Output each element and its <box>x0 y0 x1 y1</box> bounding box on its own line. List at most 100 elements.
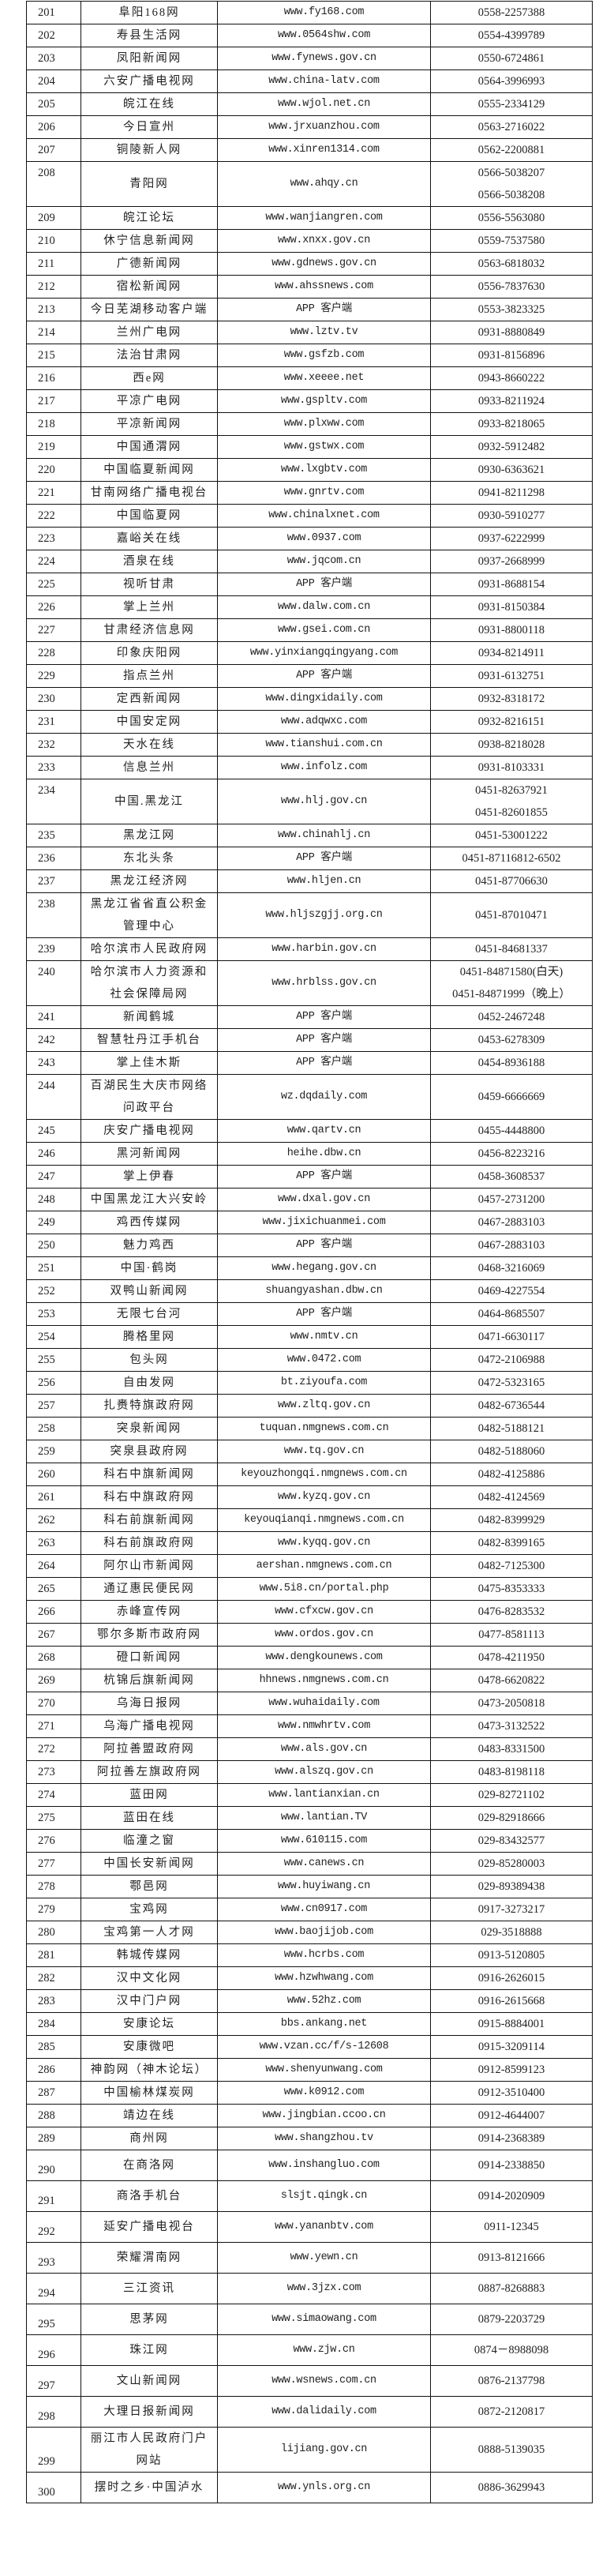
contact-phone: 0933-8218065 <box>430 412 593 436</box>
row-number: 286 <box>26 2058 81 2082</box>
site-url: www.wuhaidaily.com <box>217 1692 431 1715</box>
row-number: 216 <box>26 366 81 390</box>
contact-phone: 0476-8283532 <box>430 1600 593 1624</box>
table-row: 248 中国黑龙江大兴安岭 www.dxal.gov.cn 0457-2731200 <box>26 1188 593 1211</box>
site-url: www.jqcom.cn <box>217 550 431 573</box>
contact-phone: 0931-8103331 <box>430 756 593 779</box>
site-url: tuquan.nmgnews.com.cn <box>217 1417 431 1440</box>
contact-phone: 0473-2050818 <box>430 1692 593 1715</box>
site-name: 甘肃经济信息网 <box>80 618 218 642</box>
site-url: www.wsnews.com.cn <box>217 2365 431 2397</box>
row-number: 298 <box>26 2396 81 2428</box>
row-number: 256 <box>26 1371 81 1395</box>
site-url: www.inshangluo.com <box>217 2150 431 2181</box>
site-name: 阜阳168网 <box>80 1 218 24</box>
table-row: 266 赤峰宣传网 www.cfxcw.gov.cn 0476-8283532 <box>26 1600 593 1624</box>
table-row: 249 鸡西传媒网 www.jixichuanmei.com 0467-2883103 <box>26 1211 593 1234</box>
row-number: 266 <box>26 1600 81 1624</box>
table-row: 232 天水在线 www.tianshui.com.cn 0938-8218028 <box>26 733 593 757</box>
contact-phone: 0451-84681337 <box>430 937 593 961</box>
row-number: 287 <box>26 2081 81 2105</box>
contact-phone: 0467-2883103 <box>430 1211 593 1234</box>
site-url: www.zltq.gov.cn <box>217 1394 431 1418</box>
contact-phone: 0932-8318172 <box>430 687 593 711</box>
site-url: www.tianshui.com.cn <box>217 733 431 757</box>
table-row: 261 科右中旗政府网 www.kyzq.gov.cn 0482-4124569 <box>26 1485 593 1509</box>
contact-phone: 0937-2668999 <box>430 550 593 573</box>
contact-phone: 0914-2368389 <box>430 2127 593 2150</box>
row-number: 274 <box>26 1783 81 1807</box>
table-row: 278 鄠邑网 www.huyiwang.cn 029-89389438 <box>26 1875 593 1898</box>
site-name: 中国安定网 <box>80 710 218 734</box>
table-row: 284 安康论坛 bbs.ankang.net 0915-8884001 <box>26 2012 593 2036</box>
contact-phone: 0916-2626015 <box>430 1966 593 1990</box>
row-number: 243 <box>26 1051 81 1075</box>
site-name: 哈尔滨市人民政府网 <box>80 937 218 961</box>
site-name: 赤峰宣传网 <box>80 1600 218 1624</box>
row-number: 279 <box>26 1898 81 1921</box>
contact-phone: 0938-8218028 <box>430 733 593 757</box>
row-number: 249 <box>26 1211 81 1234</box>
site-url: www.dxal.gov.cn <box>217 1188 431 1211</box>
contact-phone: 0471-6630117 <box>430 1325 593 1349</box>
site-url: www.lztv.tv <box>217 321 431 344</box>
row-number: 224 <box>26 550 81 573</box>
site-url: www.gsei.com.cn <box>217 618 431 642</box>
row-number: 288 <box>26 2104 81 2127</box>
site-url: www.adqwxc.com <box>217 710 431 734</box>
table-row: 235 黑龙江网 www.chinahlj.cn 0451-53001222 <box>26 824 593 847</box>
site-url: www.fynews.gov.cn <box>217 47 431 70</box>
contact-phone: 0930-6363621 <box>430 458 593 482</box>
table-row: 246 黑河新闻网 heihe.dbw.cn 0456-8223216 <box>26 1142 593 1166</box>
site-name: 丽江市人民政府门户网站 <box>80 2427 218 2473</box>
row-number: 251 <box>26 1256 81 1280</box>
table-row: 205 皖江在线 www.wjol.net.cn 0555-2334129 <box>26 92 593 116</box>
row-number: 275 <box>26 1806 81 1830</box>
site-url: www.hegang.gov.cn <box>217 1256 431 1280</box>
row-number: 271 <box>26 1714 81 1738</box>
site-url: www.hrblss.gov.cn <box>217 960 431 1006</box>
table-row: 210 休宁信息新闻网 www.xnxx.gov.cn 0559-7537580 <box>26 229 593 253</box>
site-name: 西e网 <box>80 366 218 390</box>
contact-phone: 0478-4211950 <box>430 1646 593 1669</box>
contact-phone: 0876-2137798 <box>430 2365 593 2397</box>
site-name: 法治甘肃网 <box>80 344 218 367</box>
contact-phone: 0555-2334129 <box>430 92 593 116</box>
site-name: 休宁信息新闻网 <box>80 229 218 253</box>
table-row: 300 摆时之乡·中国泸水 www.ynls.org.cn 0886-3629943 <box>26 2472 593 2503</box>
site-url: www.610115.com <box>217 1829 431 1853</box>
contact-phone: 0941-8211298 <box>430 481 593 505</box>
site-name: 皖江论坛 <box>80 206 218 230</box>
site-url: www.nmwhrtv.com <box>217 1714 431 1738</box>
site-url: www.dengkounews.com <box>217 1646 431 1669</box>
site-name: 铜陵新人网 <box>80 138 218 162</box>
site-name: 摆时之乡·中国泸水 <box>80 2472 218 2503</box>
site-name: 鄂尔多斯市政府网 <box>80 1623 218 1647</box>
row-number: 284 <box>26 2012 81 2036</box>
row-number: 239 <box>26 937 81 961</box>
site-name: 凤阳新闻网 <box>80 47 218 70</box>
table-row: 230 定西新闻网 www.dingxidaily.com 0932-8318172 <box>26 687 593 711</box>
row-number: 294 <box>26 2273 81 2304</box>
row-number: 231 <box>26 710 81 734</box>
row-number: 252 <box>26 1279 81 1303</box>
table-row: 289 商州网 www.shangzhou.tv 0914-2368389 <box>26 2127 593 2150</box>
table-row: 221 甘南网络广播电视台 www.gnrtv.com 0941-8211298 <box>26 481 593 505</box>
site-name: 阿拉善盟政府网 <box>80 1737 218 1761</box>
row-number: 270 <box>26 1692 81 1715</box>
site-url: www.gstwx.com <box>217 435 431 459</box>
row-number: 273 <box>26 1760 81 1784</box>
row-number: 232 <box>26 733 81 757</box>
table-row: 240 哈尔滨市人力资源和社会保障局网 www.hrblss.gov.cn 0451-… <box>26 960 593 1006</box>
contact-phone: 0482-5188060 <box>430 1440 593 1463</box>
contact-phone: 0874－8988098 <box>430 2334 593 2366</box>
site-name: 蓝田网 <box>80 1783 218 1807</box>
site-name: 掌上佳木斯 <box>80 1051 218 1075</box>
site-name: 中国临夏网 <box>80 504 218 528</box>
contact-phone: 0456-8223216 <box>430 1142 593 1166</box>
site-url: www.0472.com <box>217 1348 431 1372</box>
site-url: www.jixichuanmei.com <box>217 1211 431 1234</box>
site-url: www.gspltv.com <box>217 389 431 413</box>
contact-phone: 0931-8800118 <box>430 618 593 642</box>
row-number: 209 <box>26 206 81 230</box>
